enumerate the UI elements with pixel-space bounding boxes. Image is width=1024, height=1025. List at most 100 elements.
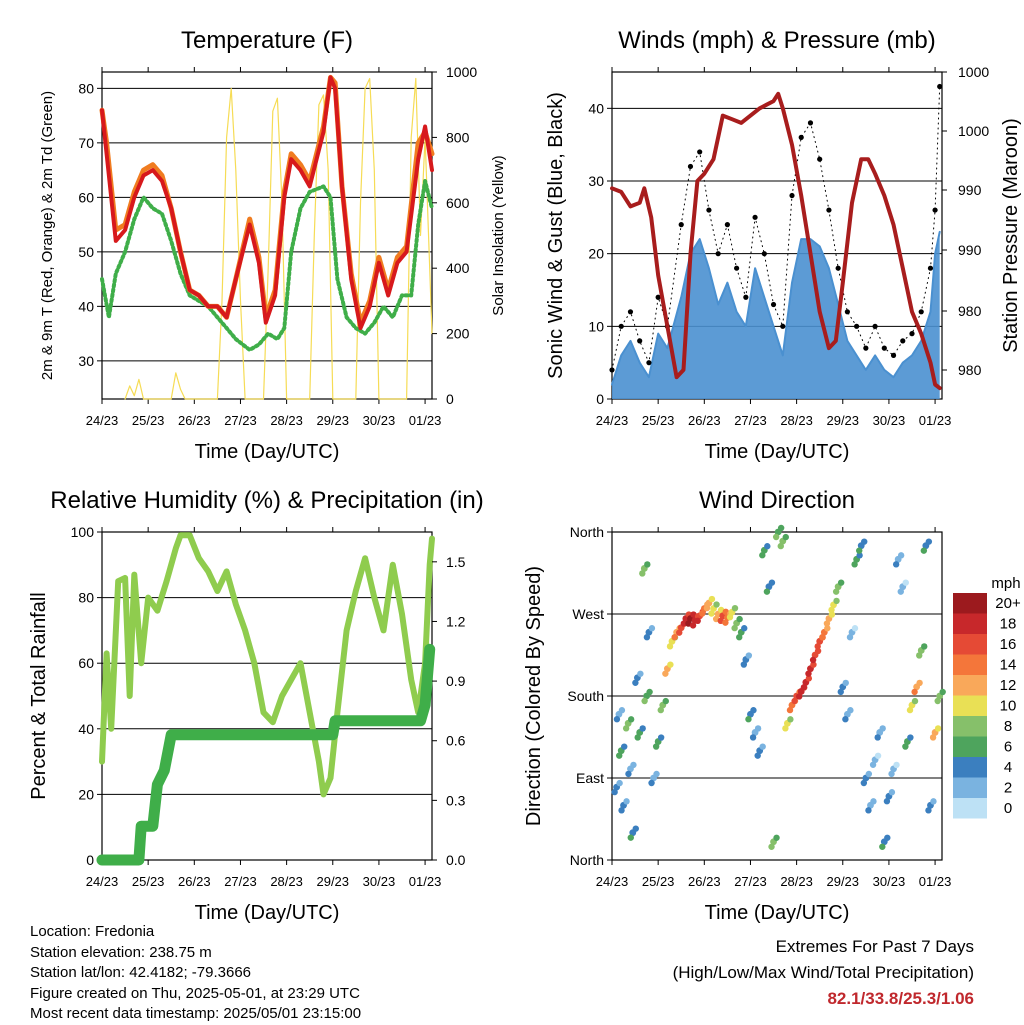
- chart-humidity: 0 20 40 60 80 100 24/23 25/23 26/23 27/23 28/23 29/…: [28, 487, 484, 924]
- direction-point: [823, 620, 831, 627]
- rh-line: [99, 532, 435, 798]
- x-tick-label: 25/23: [642, 874, 675, 889]
- extremes-panel: Extremes For Past 7 Days (High/Low/Max W…: [673, 934, 974, 1012]
- direction-point: [782, 725, 789, 732]
- colorbar-label: 12: [1000, 677, 1017, 694]
- direction-point: [879, 725, 886, 732]
- gust-point: [637, 338, 643, 344]
- direction-point: [772, 533, 780, 541]
- direction-point: [646, 688, 653, 696]
- x-tick-label: 24/23: [86, 413, 119, 428]
- x-tick-label: 27/23: [224, 874, 257, 889]
- direction-point: [713, 601, 720, 608]
- y-tick-label: 80: [78, 80, 94, 96]
- elevation-text: Station elevation: 238.75 m: [30, 943, 212, 961]
- direction-point: [764, 543, 771, 550]
- y-axis-label: Sonic Wind & Gust (Blue, Black): [545, 92, 567, 379]
- direction-point: [662, 697, 669, 705]
- direction-point: [671, 634, 678, 641]
- direction-point: [699, 610, 706, 617]
- direction-point: [934, 697, 941, 705]
- latlon-text: Station lat/lon: 42.4182; -79.3666: [30, 964, 252, 981]
- y-tick-label: 20: [588, 246, 604, 262]
- x-tick-label: 26/23: [178, 874, 211, 889]
- direction-point: [639, 570, 646, 577]
- colorbar: mph 20+ 18 16 14 12 10 8 6 4 2 0: [953, 575, 1021, 819]
- y2-tick-label: 200: [446, 326, 470, 342]
- direction-point: [814, 647, 822, 655]
- x-tick-label: 24/23: [596, 413, 629, 428]
- direction-point: [641, 697, 648, 705]
- direction-point: [888, 789, 896, 796]
- direction-point: [623, 798, 630, 805]
- direction-point: [754, 725, 762, 732]
- direction-point: [874, 734, 881, 741]
- y-tick-label: 20: [78, 786, 94, 802]
- gust-point: [835, 265, 841, 271]
- x-tick-label: 01/23: [919, 413, 952, 428]
- direction-point: [627, 716, 635, 723]
- colorbar-label: 2: [1004, 780, 1012, 797]
- direction-point: [637, 670, 644, 677]
- direction-point: [703, 604, 711, 612]
- direction-point: [768, 579, 776, 586]
- x-tick-label: 26/23: [178, 413, 211, 428]
- x-tick-label: 27/23: [734, 874, 767, 889]
- y-tick-label: 0: [596, 391, 604, 407]
- x-tick-label: 26/23: [688, 874, 721, 889]
- extremes-values: 82.1/33.8/25.3/1.06: [827, 989, 974, 1008]
- direction-point: [810, 661, 817, 668]
- direction-point: [741, 625, 748, 632]
- y2-tick-label: 0.0: [446, 852, 466, 868]
- pressure-line: [610, 91, 942, 391]
- colorbar-label: 18: [1000, 616, 1017, 633]
- direction-point: [613, 716, 621, 723]
- y-tick-label: 40: [588, 100, 604, 116]
- x-tick-label: 01/23: [919, 874, 952, 889]
- y-tick-label: 60: [78, 189, 94, 205]
- y-tick-label: South: [567, 688, 604, 704]
- colorbar-swatch: [953, 695, 987, 716]
- direction-point: [625, 770, 632, 778]
- direction-point: [921, 643, 928, 650]
- created-text: Figure created on Thu, 2025-05-01, at 23…: [30, 984, 360, 1002]
- direction-point: [870, 798, 877, 805]
- y-tick-label: East: [576, 770, 604, 786]
- x-axis-label: Time (Day/UTC): [705, 441, 850, 463]
- gust-point: [798, 134, 804, 140]
- chart-title: Wind Direction: [699, 487, 855, 514]
- gust-point: [627, 309, 634, 315]
- chart-title: Relative Humidity (%) & Precipitation (i…: [50, 487, 483, 514]
- direction-point: [851, 561, 858, 568]
- direction-point: [639, 725, 646, 732]
- plot-frame: [101, 71, 433, 400]
- direction-point: [851, 625, 859, 632]
- direction-point: [726, 613, 734, 621]
- direction-point: [787, 716, 794, 723]
- dewpoint-line: [100, 179, 434, 352]
- direction-point: [759, 552, 766, 559]
- direction-point: [745, 716, 752, 723]
- direction-point: [879, 843, 886, 850]
- direction-point: [897, 552, 905, 559]
- x-axis-label: Time (Day/UTC): [705, 902, 850, 924]
- direction-point: [768, 843, 775, 850]
- gust-point: [655, 294, 661, 300]
- direction-point: [805, 670, 812, 677]
- direction-point: [865, 770, 873, 778]
- colorbar-label: 0: [1004, 800, 1012, 817]
- x-tick-label: 30/23: [873, 413, 906, 428]
- direction-point: [634, 734, 641, 741]
- direction-point: [837, 688, 844, 696]
- direction-point: [809, 656, 817, 664]
- direction-point: [920, 547, 928, 554]
- direction-point: [906, 706, 914, 714]
- y2-axis-label: Solar Insolation (Yellow): [490, 155, 507, 315]
- direction-point: [763, 588, 771, 595]
- y-tick-label: 60: [78, 655, 94, 671]
- direction-point: [916, 679, 923, 687]
- y-tick-label: 40: [78, 298, 94, 314]
- x-tick-label: 01/23: [409, 874, 442, 889]
- direction-point: [611, 788, 618, 796]
